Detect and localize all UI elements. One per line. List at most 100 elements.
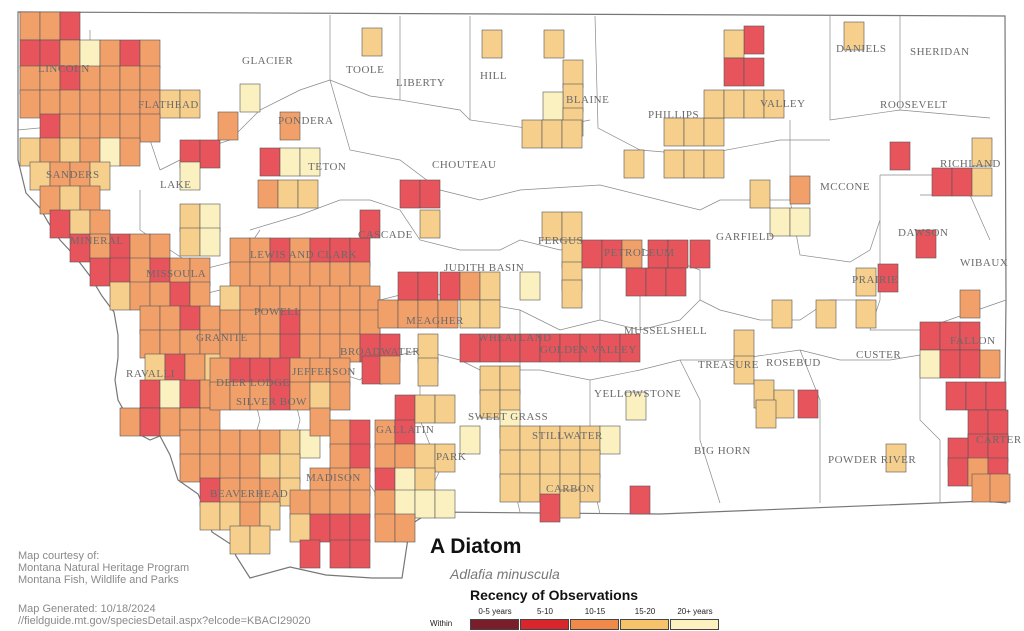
observation-cell [951,167,973,197]
observation-cell [619,333,641,363]
observation-cell [109,281,131,311]
observation-cell [349,513,371,543]
observation-cell [19,39,41,69]
county-label: MINERAL [70,235,124,247]
county-label: GOLDEN VALLEY [540,344,637,356]
observation-cell [542,91,564,121]
county-line [679,359,721,504]
observation-cell [417,357,439,387]
county-label: MEAGHER [406,315,464,327]
observation-cell [49,209,71,239]
observation-cell [39,11,61,41]
observation-cell [119,137,141,167]
observation-cell [394,394,416,424]
observation-cell [579,473,601,503]
observation-cell [743,57,765,87]
observation-cell [623,149,645,179]
observation-cell [299,539,321,569]
observation-cell [139,39,161,69]
observation-cell [789,207,811,237]
observation-cell [217,111,239,141]
county-line [329,79,521,201]
county-label: RAVALLI [126,368,175,380]
observation-cell [959,349,981,379]
observation-cell [179,453,201,483]
observation-cell [179,227,201,257]
observation-cell [723,57,745,87]
observation-cell [309,381,331,411]
observation-cell [683,117,705,147]
observation-cell [919,349,941,379]
county-label: SWEET GRASS [468,411,548,423]
county-label: POWELL [254,306,302,318]
observation-cell [683,149,705,179]
observation-cell [815,299,837,329]
observation-cell [479,271,501,301]
observation-cell [309,407,331,437]
observation-cell [229,525,251,555]
observation-cell [279,111,301,141]
observation-cell [539,493,561,523]
observation-cell [459,271,481,301]
observation-cell [663,149,685,179]
observation-cell [19,89,41,119]
observation-cell [377,299,399,329]
legend-item: 10-15 [570,607,620,631]
county-label: CHOUTEAU [432,159,497,171]
observation-cell [19,11,41,41]
observation-cell [379,355,401,385]
observation-cell [855,299,877,329]
observation-cell [297,179,319,209]
legend-item: 20+ years [670,607,720,631]
observation-cell [361,355,383,385]
county-label: VALLEY [760,98,806,110]
county-label: BLAINE [566,94,609,106]
county-label: CARBON [546,483,595,495]
generated-date: Map Generated: 10/18/2024 [18,603,156,615]
observation-cell [885,443,907,473]
observation-cell [519,473,541,503]
observation-cell [939,349,961,379]
observation-cell [159,379,181,409]
county-label: GARFIELD [716,231,774,243]
county-label: DEER LODGE [216,377,290,389]
observation-cell [723,29,745,59]
legend-swatch [670,619,719,630]
observation-cell [931,167,953,197]
observation-cell [399,179,421,209]
observation-cell [877,263,899,293]
observation-cell [359,209,381,239]
county-label: JEFFERSON [292,366,356,378]
county-label: WHEATLAND [478,332,552,344]
observation-cell [945,381,967,411]
observation-cell [919,321,941,351]
county-line [249,199,461,251]
county-line [680,349,921,361]
observation-cell [733,329,755,359]
county-label: FLATHEAD [138,99,199,111]
observation-cell [723,89,745,119]
observation-cell [599,425,621,455]
legend-item: 0-5 years [470,607,520,631]
county-label: TREASURE [698,359,759,371]
observation-cell [773,389,795,419]
county-line [919,355,941,503]
observation-cell [771,299,793,329]
observation-cell [397,271,419,301]
legend-swatch [470,619,519,630]
observation-cell [279,147,301,177]
observation-cell [749,179,771,209]
observation-cell [965,381,987,411]
observation-cell [689,239,711,269]
observation-cell [139,407,161,437]
county-line [399,16,471,121]
legend-item-label: 20+ years [677,607,713,616]
county-label: POWDER RIVER [828,454,916,466]
observation-cell [543,29,565,59]
observation-cell [179,89,201,119]
courtesy-line: Montana Fish, Wildlife and Parks [18,574,179,586]
observation-cell [971,473,993,503]
county-line [829,16,991,121]
observation-cell [625,391,647,421]
